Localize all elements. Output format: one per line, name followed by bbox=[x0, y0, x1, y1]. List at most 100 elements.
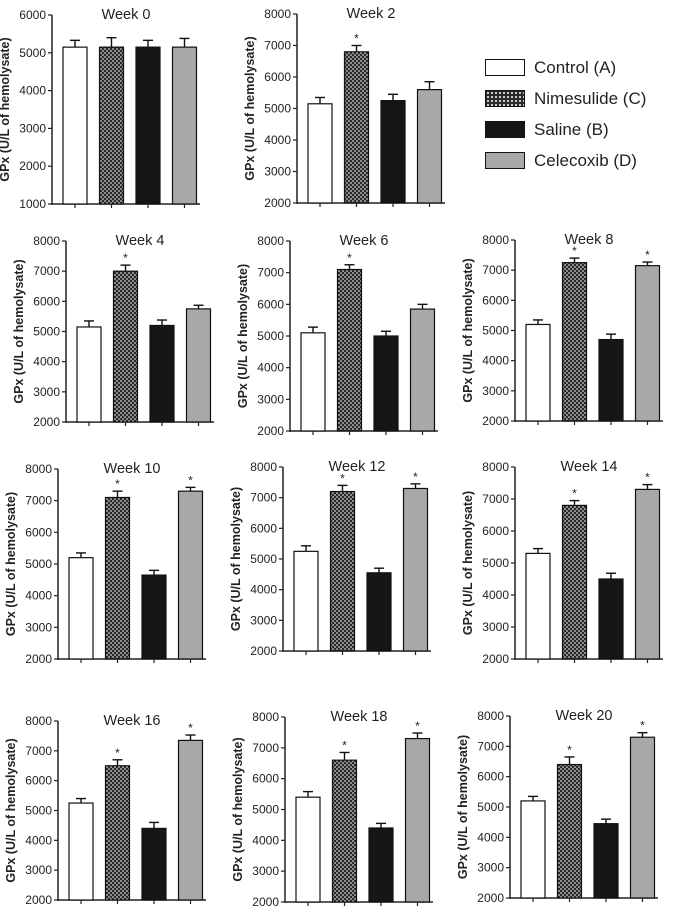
significance-marker: * bbox=[340, 471, 345, 485]
y-tick-label: 8000 bbox=[482, 233, 509, 247]
bar-celecoxib bbox=[177, 490, 204, 660]
y-tick-label: 2000 bbox=[482, 414, 509, 428]
bar-celecoxib bbox=[404, 737, 431, 903]
panel-title: Week 2 bbox=[347, 6, 396, 22]
y-tick-label: 5000 bbox=[19, 46, 46, 60]
y-tick-label: 3000 bbox=[477, 861, 504, 875]
y-tick-label: 7000 bbox=[477, 739, 504, 753]
significance-marker: * bbox=[115, 477, 120, 491]
y-tick-label: 8000 bbox=[25, 714, 52, 728]
legend: Control (A) Nimesulide (C) Saline (B) Ce… bbox=[485, 52, 685, 176]
significance-marker: * bbox=[188, 473, 193, 487]
legend-label-control: Control (A) bbox=[534, 57, 617, 77]
y-tick-label: 2000 bbox=[250, 644, 277, 658]
y-tick-label: 7000 bbox=[482, 263, 509, 277]
y-tick-label: 3000 bbox=[252, 864, 279, 878]
panel-title: Week 12 bbox=[329, 459, 386, 475]
y-axis-title: GPx (U/L of hemolysate) bbox=[456, 735, 470, 879]
bar-celecoxib bbox=[416, 88, 443, 204]
y-tick-label: 3000 bbox=[19, 121, 46, 135]
panel-title: Week 8 bbox=[565, 232, 614, 248]
y-tick-label: 3000 bbox=[33, 385, 60, 399]
bar-celecoxib bbox=[409, 308, 436, 432]
bar-saline bbox=[366, 572, 392, 652]
bar-saline bbox=[373, 335, 399, 432]
bar-control bbox=[525, 323, 551, 422]
significance-marker: * bbox=[188, 721, 193, 735]
significance-marker: * bbox=[354, 32, 359, 46]
legend-swatch-saline bbox=[485, 121, 525, 138]
y-tick-label: 2000 bbox=[257, 424, 284, 438]
bar-control bbox=[62, 46, 88, 205]
bar-control bbox=[293, 550, 319, 652]
y-tick-label: 6000 bbox=[19, 8, 46, 22]
bar-saline bbox=[598, 338, 624, 422]
chart-panel-1: 1000 2000 3000 4000 5000 6000 GPx (U/L of hemo… bbox=[0, 7, 200, 211]
legend-item-control: Control (A) bbox=[485, 52, 685, 83]
y-axis-title: GPx (U/L of hemolysate) bbox=[461, 258, 475, 402]
panel-title: Week 4 bbox=[116, 233, 165, 249]
y-tick-label: 2000 bbox=[25, 893, 52, 907]
legend-item-saline: Saline (B) bbox=[485, 114, 685, 145]
bar-celecoxib bbox=[629, 736, 656, 899]
bar-saline bbox=[593, 823, 619, 899]
y-tick-label: 1000 bbox=[19, 197, 46, 211]
chart-panel-5: 2000 3000 4000 5000 6000 7000 8000 GPx (U/L of … bbox=[461, 232, 663, 428]
y-tick-label: 2000 bbox=[33, 415, 60, 429]
bar-nimesulide bbox=[556, 763, 583, 899]
y-tick-label: 7000 bbox=[250, 491, 277, 505]
y-axis-title: GPx (U/L of hemolysate) bbox=[231, 737, 245, 881]
legend-item-nimesulide: Nimesulide (C) bbox=[485, 83, 685, 114]
y-tick-label: 8000 bbox=[25, 462, 52, 476]
bar-nimesulide bbox=[104, 765, 131, 901]
y-axis-title: GPx (U/L of hemolysate) bbox=[12, 259, 26, 403]
y-tick-label: 4000 bbox=[19, 84, 46, 98]
bar-saline bbox=[368, 827, 394, 903]
significance-marker: * bbox=[413, 470, 418, 484]
y-tick-label: 8000 bbox=[250, 460, 277, 474]
y-tick-label: 2000 bbox=[264, 196, 291, 210]
y-axis-title: GPx (U/L of hemolysate) bbox=[461, 491, 475, 635]
bar-nimesulide bbox=[329, 490, 356, 652]
legend-item-celecoxib: Celecoxib (D) bbox=[485, 145, 685, 176]
legend-label-celecoxib: Celecoxib (D) bbox=[534, 150, 637, 170]
panel-title: Week 6 bbox=[340, 233, 389, 249]
bar-control bbox=[68, 557, 94, 660]
significance-marker: * bbox=[123, 251, 128, 265]
y-tick-label: 4000 bbox=[257, 361, 284, 375]
bar-nimesulide bbox=[336, 268, 363, 432]
legend-swatch-celecoxib bbox=[485, 152, 525, 169]
y-tick-label: 4000 bbox=[482, 588, 509, 602]
significance-marker: * bbox=[567, 743, 572, 757]
significance-marker: * bbox=[645, 471, 650, 485]
y-axis-title: GPx (U/L of hemolysate) bbox=[243, 36, 257, 180]
y-axis-title: GPx (U/L of hemolysate) bbox=[4, 738, 18, 882]
y-tick-label: 3000 bbox=[482, 384, 509, 398]
y-tick-label: 5000 bbox=[33, 325, 60, 339]
y-tick-label: 6000 bbox=[33, 294, 60, 308]
y-tick-label: 6000 bbox=[252, 772, 279, 786]
y-tick-label: 6000 bbox=[25, 774, 52, 788]
bar-celecoxib bbox=[171, 46, 198, 205]
bar-control bbox=[520, 800, 546, 899]
y-tick-label: 3000 bbox=[250, 613, 277, 627]
y-tick-label: 5000 bbox=[25, 557, 52, 571]
significance-marker: * bbox=[342, 738, 347, 752]
y-tick-label: 5000 bbox=[257, 329, 284, 343]
significance-marker: * bbox=[415, 719, 420, 733]
panel-title: Week 16 bbox=[104, 713, 161, 729]
bar-celecoxib bbox=[185, 308, 212, 423]
y-tick-label: 6000 bbox=[250, 521, 277, 535]
bar-control bbox=[525, 552, 551, 660]
y-tick-label: 2000 bbox=[19, 159, 46, 173]
significance-marker: * bbox=[347, 251, 352, 265]
y-tick-label: 2000 bbox=[25, 652, 52, 666]
chart-panel-9: 2000 3000 4000 5000 6000 7000 8000 GPx (U/L of … bbox=[4, 713, 206, 907]
bar-control bbox=[307, 103, 333, 204]
panel-title: Week 14 bbox=[561, 459, 618, 475]
significance-marker: * bbox=[572, 487, 577, 501]
significance-marker: * bbox=[115, 746, 120, 760]
y-tick-label: 5000 bbox=[252, 803, 279, 817]
panel-title: Week 20 bbox=[556, 708, 613, 724]
